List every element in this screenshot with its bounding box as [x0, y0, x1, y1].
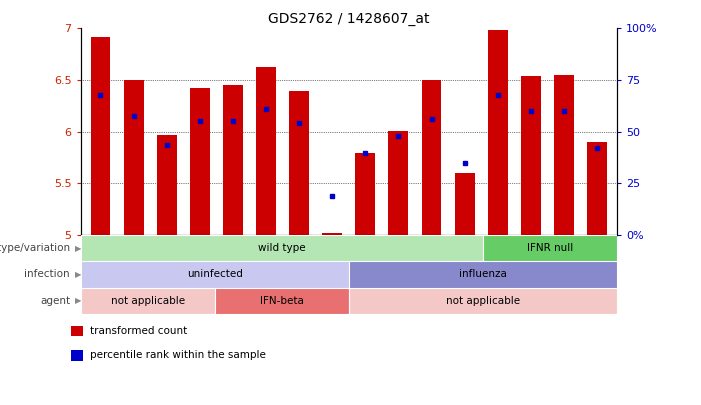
Bar — [388, 130, 408, 235]
Bar — [322, 233, 342, 235]
Text: ▶: ▶ — [75, 296, 81, 305]
Text: not applicable: not applicable — [111, 296, 184, 306]
Bar — [455, 173, 475, 235]
Bar — [123, 80, 144, 235]
Bar — [81, 235, 483, 261]
Bar — [256, 66, 276, 235]
Bar — [81, 261, 349, 288]
Bar — [215, 288, 349, 314]
Text: genotype/variation: genotype/variation — [0, 243, 70, 253]
Bar — [157, 135, 177, 235]
Bar — [587, 142, 607, 235]
Text: percentile rank within the sample: percentile rank within the sample — [90, 350, 266, 360]
Text: ▶: ▶ — [75, 243, 81, 253]
Text: agent: agent — [40, 296, 70, 306]
Bar — [71, 326, 83, 337]
Text: transformed count: transformed count — [90, 326, 187, 336]
Title: GDS2762 / 1428607_at: GDS2762 / 1428607_at — [268, 12, 430, 26]
Text: IFN-beta: IFN-beta — [260, 296, 304, 306]
Bar — [190, 88, 210, 235]
Bar — [90, 36, 111, 235]
Bar — [290, 92, 309, 235]
Text: influenza: influenza — [459, 269, 507, 279]
Bar — [223, 85, 243, 235]
Text: ▶: ▶ — [75, 270, 81, 279]
Bar — [81, 288, 215, 314]
Bar — [355, 153, 375, 235]
Bar — [349, 261, 617, 288]
Text: uninfected: uninfected — [186, 269, 243, 279]
Bar — [483, 235, 617, 261]
Bar — [554, 75, 574, 235]
Bar — [421, 80, 442, 235]
Bar — [71, 350, 83, 361]
Bar — [349, 288, 617, 314]
Text: wild type: wild type — [258, 243, 306, 253]
Text: infection: infection — [25, 269, 70, 279]
Bar — [488, 30, 508, 235]
Text: not applicable: not applicable — [446, 296, 520, 306]
Bar — [521, 76, 540, 235]
Text: IFNR null: IFNR null — [526, 243, 573, 253]
